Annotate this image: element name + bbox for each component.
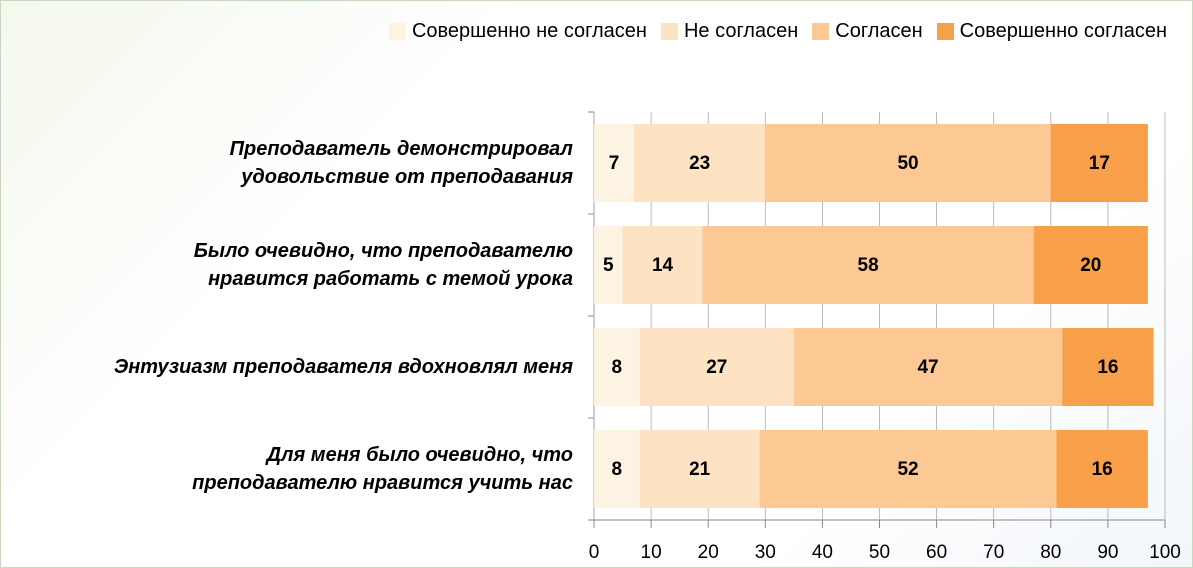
value-label: 8 [612,459,623,480]
value-label: 58 [858,255,879,276]
legend-label: Согласен [835,20,923,42]
bar-segment [1056,430,1148,508]
value-label: 52 [897,459,918,480]
bar-segment [633,124,766,202]
bar-segment [594,124,634,202]
category-label: Для меня было очевидно, что преподавател… [192,444,573,494]
value-label: 50 [897,153,918,174]
legend-swatch [812,23,830,40]
value-label: 7 [609,153,620,174]
category-label: Было очевидно, что преподавателю нравитс… [193,240,573,290]
value-label: 8 [612,357,623,378]
x-tick-label: 10 [641,542,662,563]
value-label: 16 [1097,357,1118,378]
x-tick-label: 20 [698,542,719,563]
legend-label: Совершенно согласен [959,20,1167,42]
bar-segment [759,430,1057,508]
value-label: 23 [689,153,710,174]
bar-segment [639,430,760,508]
bar-segment [702,226,1034,304]
x-tick-label: 60 [926,542,947,563]
bar-segment [622,226,703,304]
legend-item: Совершенно согласен [936,20,1167,43]
bar-segment [594,430,640,508]
value-label: 47 [917,357,938,378]
x-tick-label: 90 [1097,542,1118,563]
value-label: 16 [1092,459,1113,480]
value-label: 21 [689,459,711,480]
x-tick-label: 100 [1149,542,1181,563]
bar-segment [594,226,623,304]
x-tick-label: 0 [589,542,600,563]
category-label: Преподаватель демонстрировал удовольстви… [229,138,573,188]
bar-segment [1062,328,1154,406]
value-label: 17 [1089,153,1110,174]
bar-segment [793,328,1063,406]
legend-label: Не согласен [683,20,799,42]
legend-item: Согласен [812,20,923,43]
bar-segment [594,328,640,406]
legend-label: Совершенно не согласен [411,20,647,42]
bar-segment [765,124,1051,202]
legend-swatch [936,23,954,40]
x-tick-label: 70 [983,542,1004,563]
legend-swatch [388,23,406,40]
category-label: Энтузиазм преподавателя вдохновлял меня [113,356,573,378]
legend-swatch [660,23,678,40]
bar-segment [1033,226,1148,304]
bar-segment [1050,124,1148,202]
bar-segment [639,328,794,406]
legend-item: Совершенно не согласен [388,20,647,43]
x-tick-label: 30 [755,542,776,563]
x-tick-label: 50 [869,542,890,563]
legend: Совершенно не согласен Не согласен Согласе… [388,20,1167,43]
legend-item: Не согласен [660,20,799,43]
x-tick-label: 80 [1040,542,1061,563]
value-label: 5 [603,255,614,276]
value-label: 27 [706,357,727,378]
x-tick-label: 40 [812,542,833,563]
value-label: 20 [1080,255,1101,276]
value-label: 14 [652,255,674,276]
